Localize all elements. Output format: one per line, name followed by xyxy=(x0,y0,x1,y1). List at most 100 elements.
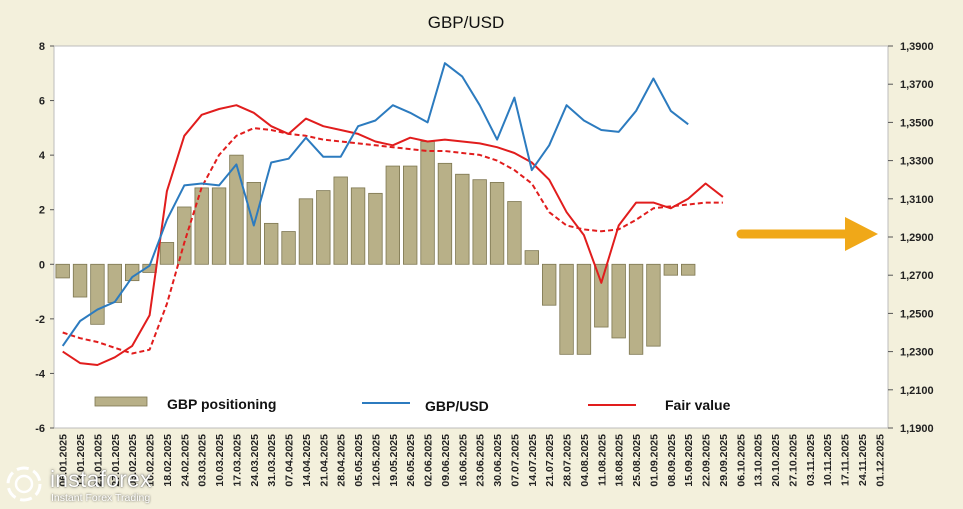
x-tick-label: 27.10.2025 xyxy=(787,434,799,487)
x-tick-label: 21.07.2025 xyxy=(544,434,556,487)
positioning-bar xyxy=(211,187,227,265)
x-tick-label: 07.04.2025 xyxy=(284,434,296,487)
x-tick-label: 01.12.2025 xyxy=(874,434,886,487)
left-tick-label: -6 xyxy=(35,423,45,435)
positioning-bar xyxy=(368,192,383,265)
left-tick-label: -2 xyxy=(35,314,45,326)
left-axis: 8 6 4 2 0 -2 -4 -6 xyxy=(35,41,54,435)
bars xyxy=(55,141,696,355)
x-tick-label: 13.01.2025 xyxy=(75,434,87,487)
x-tick-label: 03.03.2025 xyxy=(197,434,209,487)
fair-value-dashed-line xyxy=(62,127,723,355)
positioning-bar xyxy=(681,263,696,276)
positioning-bar xyxy=(507,201,522,265)
legend-label-positioning: GBP positioning xyxy=(167,396,276,412)
x-tick-label: 11.08.2025 xyxy=(596,434,608,486)
x-tick-label: 30.06.2025 xyxy=(492,434,504,487)
legend-swatch-bar xyxy=(94,396,148,407)
positioning-bar xyxy=(177,206,192,265)
x-tick-label: 19.05.2025 xyxy=(388,434,400,487)
positioning-bar xyxy=(90,263,105,325)
x-tick-label: 10.11.2025 xyxy=(822,434,834,486)
x-tick-label: 18.08.2025 xyxy=(614,434,626,487)
x-tick-label: 17.03.2025 xyxy=(231,434,243,487)
x-tick-label: 17.11.2025 xyxy=(840,434,852,486)
left-tick-label: 8 xyxy=(39,41,45,53)
right-tick-label: 1,1900 xyxy=(900,423,934,435)
fair-value-line xyxy=(62,104,724,366)
x-tick-label: 06.01.2025 xyxy=(58,434,70,487)
x-tick-label: 28.04.2025 xyxy=(336,434,348,487)
positioning-bar xyxy=(420,141,435,265)
x-tick-label: 03.02.2025 xyxy=(127,434,139,487)
positioning-bar xyxy=(229,154,244,265)
right-tick-label: 1,3100 xyxy=(900,194,934,206)
right-tick-label: 1,2100 xyxy=(900,385,934,397)
x-tick-label: 06.10.2025 xyxy=(735,434,747,487)
x-tick-label: 07.07.2025 xyxy=(509,434,521,487)
right-tick-label: 1,3700 xyxy=(900,79,934,91)
positioning-bar xyxy=(403,165,418,265)
legend-label-fair-value: Fair value xyxy=(665,397,731,413)
positioning-bar xyxy=(264,222,279,265)
watermark-tagline: Instant Forex Trading xyxy=(51,492,151,504)
x-tick-label: 09.06.2025 xyxy=(440,434,452,487)
x-tick-label: 24.03.2025 xyxy=(249,434,261,487)
x-tick-label: 02.06.2025 xyxy=(423,434,435,487)
positioning-bar xyxy=(455,173,470,265)
x-tick-label: 31.03.2025 xyxy=(266,434,278,487)
x-tick-label: 21.01.2025 xyxy=(92,434,104,487)
watermark: instaforex Instant Forex Trading xyxy=(4,462,194,506)
right-tick-label: 1,3500 xyxy=(900,117,934,129)
x-tick-label: 10.03.2025 xyxy=(214,434,226,487)
x-tick-label: 12.05.2025 xyxy=(370,434,382,487)
left-tick-label: 4 xyxy=(39,150,46,162)
positioning-bar xyxy=(55,263,70,279)
x-axis-labels: 06.01.2025 13.01.2025 21.01.2025 27.01.2025… xyxy=(58,434,887,487)
x-tick-label: 01.09.2025 xyxy=(648,434,660,487)
right-tick-label: 1,2900 xyxy=(900,232,934,244)
positioning-bar xyxy=(281,231,296,265)
x-tick-label: 08.09.2025 xyxy=(666,434,678,487)
x-tick-label: 03.11.2025 xyxy=(805,434,817,486)
legend: GBP positioning GBP/USD Fair value xyxy=(94,396,731,414)
x-tick-label: 16.06.2025 xyxy=(457,434,469,487)
positioning-bar xyxy=(663,263,678,276)
positioning-bar xyxy=(350,187,366,265)
positioning-bar xyxy=(385,165,400,265)
x-tick-label: 14.07.2025 xyxy=(527,434,539,487)
positioning-bar xyxy=(542,263,557,306)
positioning-bar xyxy=(524,250,539,265)
left-tick-label: -4 xyxy=(35,368,46,380)
left-tick-label: 6 xyxy=(39,96,45,108)
right-tick-label: 1,2500 xyxy=(900,308,934,320)
x-tick-label: 15.09.2025 xyxy=(683,434,695,487)
x-tick-label: 25.08.2025 xyxy=(631,434,643,487)
positioning-bar xyxy=(576,263,592,355)
annotation-arrow-head xyxy=(845,217,878,251)
x-tick-label: 29.09.2025 xyxy=(718,434,730,487)
right-tick-label: 1,3300 xyxy=(900,156,934,168)
x-tick-label: 21.04.2025 xyxy=(318,434,330,487)
x-tick-label: 24.02.2025 xyxy=(179,434,191,487)
right-tick-label: 1,3900 xyxy=(900,41,934,53)
legend-label-gbpusd: GBP/USD xyxy=(425,398,489,414)
positioning-bar xyxy=(472,179,487,265)
x-tick-label: 14.04.2025 xyxy=(301,434,313,487)
right-tick-label: 1,2700 xyxy=(900,270,934,282)
positioning-bar xyxy=(72,263,88,298)
left-tick-label: 2 xyxy=(39,205,45,217)
annotation-arrow xyxy=(736,217,878,251)
right-tick-label: 1,2300 xyxy=(900,347,934,359)
x-tick-label: 28.07.2025 xyxy=(562,434,574,487)
positioning-bar xyxy=(594,263,609,328)
x-tick-label: 22.09.2025 xyxy=(701,434,713,487)
x-tick-label: 26.05.2025 xyxy=(405,434,417,487)
positioning-bar xyxy=(298,198,314,265)
x-tick-label: 05.05.2025 xyxy=(353,434,365,487)
chart-title: GBP/USD xyxy=(428,13,505,32)
positioning-bar xyxy=(489,182,505,265)
watermark-brand: instaforex xyxy=(50,466,152,492)
x-tick-label: 23.06.2025 xyxy=(475,434,487,487)
